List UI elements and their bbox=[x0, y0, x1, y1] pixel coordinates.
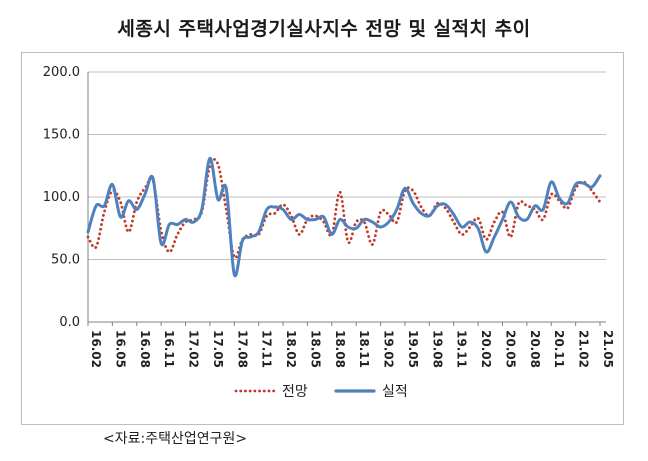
y-tick-label: 0.0 bbox=[59, 315, 80, 330]
x-tick-label: 16.08 bbox=[138, 330, 152, 368]
y-tick-label: 100.0 bbox=[43, 190, 80, 205]
x-tick-label: 20.02 bbox=[479, 330, 493, 368]
x-tick-label: 20.08 bbox=[528, 330, 542, 368]
x-tick-label: 17.11 bbox=[260, 330, 274, 368]
x-tick-label: 18.11 bbox=[357, 330, 371, 368]
chart-frame bbox=[21, 52, 624, 425]
x-tick-label: 19.02 bbox=[382, 330, 396, 368]
x-tick-label: 17.02 bbox=[187, 330, 201, 368]
x-tick-label: 21.02 bbox=[577, 330, 591, 368]
x-tick-label: 16.11 bbox=[162, 330, 176, 368]
x-tick-label: 17.05 bbox=[211, 330, 225, 368]
x-tick-label: 18.08 bbox=[333, 330, 347, 368]
x-tick-label: 19.05 bbox=[406, 330, 420, 368]
x-tick-label: 20.05 bbox=[503, 330, 517, 368]
y-tick-label: 50.0 bbox=[51, 253, 80, 268]
x-tick-label: 16.02 bbox=[89, 330, 103, 368]
actual-series-line bbox=[86, 156, 602, 278]
y-tick-label: 150.0 bbox=[43, 128, 80, 143]
forecast-series-line bbox=[86, 158, 602, 260]
x-tick-label: 20.11 bbox=[552, 330, 566, 368]
x-tick-label: 18.05 bbox=[308, 330, 322, 368]
x-tick-label: 18.02 bbox=[284, 330, 298, 368]
x-tick-label: 16.05 bbox=[113, 330, 127, 368]
legend-forecast-label: 전망 bbox=[282, 384, 308, 400]
x-tick-label: 19.11 bbox=[455, 330, 469, 368]
x-tick-label: 21.05 bbox=[601, 330, 615, 368]
x-tick-label: 19.08 bbox=[430, 330, 444, 368]
source-note: <자료:주택산업연구원> bbox=[103, 431, 248, 447]
chart-title: 세종시 주택사업경기실사지수 전망 및 실적치 추이 bbox=[117, 18, 531, 40]
y-tick-label: 200.0 bbox=[43, 65, 80, 80]
x-tick-label: 17.08 bbox=[235, 330, 249, 368]
legend-actual-label: 실적 bbox=[382, 384, 408, 400]
